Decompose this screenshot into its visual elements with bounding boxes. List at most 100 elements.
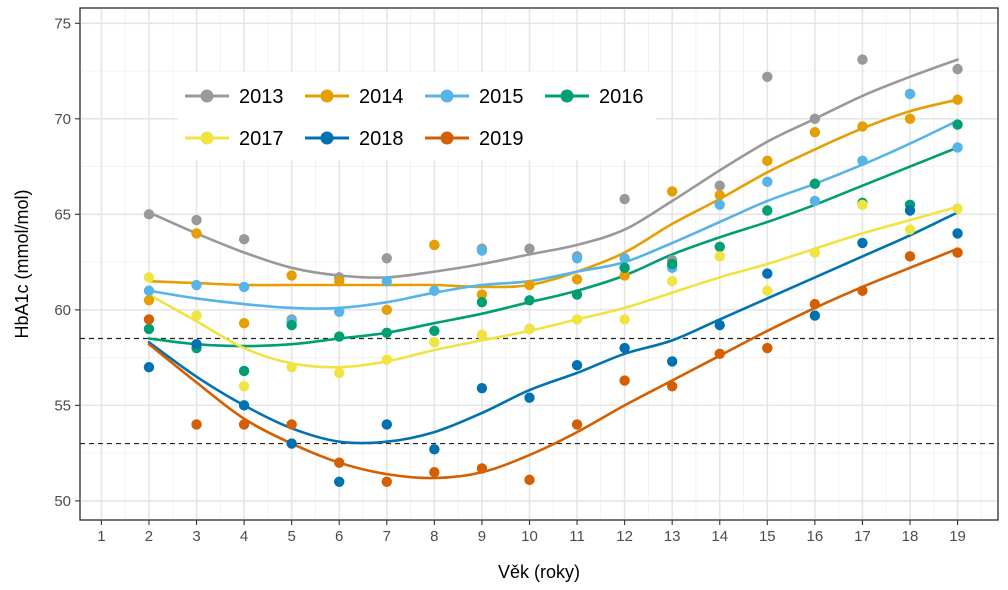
x-tick-label: 2 — [145, 528, 153, 545]
data-point-2015 — [714, 199, 725, 210]
data-point-2013 — [714, 180, 725, 191]
series-line-2014 — [147, 98, 959, 289]
data-point-2017 — [143, 272, 155, 283]
data-point-2018 — [666, 356, 678, 367]
data-point-2014 — [286, 270, 297, 281]
data-point-2019 — [571, 419, 583, 430]
legend-background — [178, 72, 656, 160]
data-point-2019 — [191, 419, 202, 430]
data-point-2018 — [143, 361, 155, 373]
x-tick-label: 15 — [759, 528, 776, 545]
data-point-2016 — [666, 258, 678, 270]
data-point-2019 — [619, 375, 630, 386]
legend-label-2014: 2014 — [359, 86, 404, 108]
data-point-2016 — [143, 323, 155, 335]
data-point-2015 — [191, 279, 202, 291]
data-point-2017 — [809, 247, 821, 258]
legend-key-point-2013 — [200, 89, 214, 103]
data-point-2015 — [334, 306, 345, 317]
data-point-2013 — [809, 113, 821, 125]
data-point-2015 — [429, 285, 440, 296]
plot-border — [79, 7, 999, 521]
data-point-2014 — [571, 274, 583, 285]
legend-label-2019: 2019 — [479, 128, 524, 150]
data-point-2014 — [381, 304, 392, 316]
data-point-2019 — [904, 251, 916, 262]
data-point-2017 — [904, 224, 916, 235]
data-point-2014 — [143, 295, 155, 306]
data-point-2017 — [238, 381, 250, 392]
x-tick-label: 3 — [192, 528, 200, 545]
data-point-2014 — [334, 275, 345, 287]
data-point-2018 — [571, 360, 583, 371]
y-tick-label: 75 — [54, 15, 71, 32]
y-tick-label: 55 — [54, 397, 71, 414]
x-axis-title: Věk (roky) — [498, 562, 580, 582]
y-tick-label: 65 — [54, 206, 71, 223]
legend-key-point-2017 — [200, 131, 214, 145]
x-tick-label: 8 — [430, 528, 438, 545]
data-point-2016 — [619, 262, 630, 274]
data-point-2013 — [238, 233, 250, 245]
series-line-2017 — [147, 205, 959, 369]
data-point-2019 — [524, 474, 535, 486]
data-point-2018 — [429, 444, 440, 455]
data-point-2015 — [857, 155, 868, 167]
data-point-2016 — [238, 365, 250, 377]
data-point-2014 — [857, 121, 868, 132]
data-point-2017 — [191, 310, 202, 321]
data-point-2014 — [952, 94, 963, 105]
data-point-2017 — [952, 203, 963, 214]
data-point-2018 — [286, 438, 297, 449]
data-point-2017 — [762, 285, 773, 296]
y-axis: 50 55 60 65 70 75 — [54, 15, 80, 510]
data-point-2013 — [952, 63, 963, 75]
data-point-2017 — [714, 251, 725, 262]
data-point-2018 — [904, 205, 916, 216]
data-point-2017 — [429, 337, 440, 348]
data-point-2018 — [334, 476, 345, 487]
x-tick-label: 6 — [335, 528, 343, 545]
data-point-2019 — [286, 419, 297, 430]
data-point-2019 — [666, 381, 678, 392]
data-point-2019 — [429, 467, 440, 478]
data-point-2015 — [381, 275, 392, 287]
data-point-2017 — [286, 361, 297, 373]
x-tick-label: 9 — [478, 528, 486, 545]
data-point-2016 — [809, 178, 821, 189]
x-tick-label: 18 — [902, 528, 919, 545]
data-point-2017 — [476, 329, 488, 340]
data-point-2018 — [524, 392, 535, 403]
data-point-2019 — [762, 342, 773, 354]
data-point-2016 — [381, 327, 392, 338]
data-point-2019 — [143, 314, 155, 325]
data-point-2016 — [476, 297, 488, 308]
legend-label-2016: 2016 — [599, 86, 644, 108]
legend-label-2015: 2015 — [479, 86, 524, 108]
data-point-2019 — [809, 298, 821, 310]
data-point-2018 — [809, 310, 821, 321]
data-point-2017 — [857, 199, 868, 210]
data-point-2014 — [238, 318, 250, 329]
data-point-2014 — [524, 279, 535, 291]
x-tick-label: 4 — [240, 528, 248, 545]
x-tick-label: 5 — [287, 528, 295, 545]
data-point-2018 — [857, 237, 868, 249]
data-point-2019 — [714, 348, 725, 359]
data-point-2013 — [143, 209, 155, 220]
x-tick-label: 19 — [949, 528, 966, 545]
data-point-2013 — [524, 243, 535, 254]
data-point-2016 — [524, 295, 535, 306]
data-point-2018 — [238, 400, 250, 411]
y-axis-title: HbA1c (mmol/mol) — [12, 189, 32, 338]
data-point-2016 — [714, 241, 725, 253]
data-point-2014 — [619, 270, 630, 281]
legend-key-point-2014 — [320, 89, 334, 103]
data-point-2018 — [619, 342, 630, 354]
data-point-2015 — [476, 245, 488, 256]
data-point-2018 — [191, 339, 202, 350]
data-point-2017 — [571, 314, 583, 325]
data-point-2014 — [666, 186, 678, 197]
data-point-2015 — [762, 176, 773, 188]
